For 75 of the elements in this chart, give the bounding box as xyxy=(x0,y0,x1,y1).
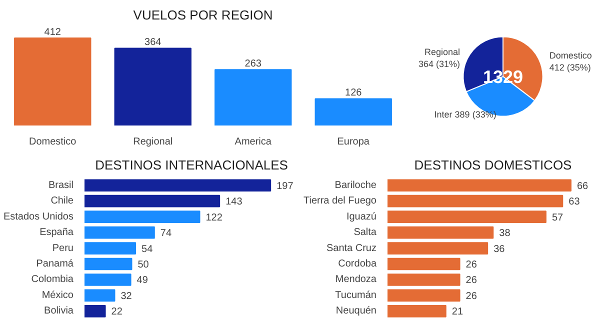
y-tick-label: Cordoba xyxy=(338,258,377,270)
data-label: 126 xyxy=(345,88,362,99)
x-tick-label: Regional xyxy=(133,136,173,148)
chart-title: DESTINOS DOMESTICOS xyxy=(414,158,572,172)
y-tick-label: Bariloche xyxy=(334,180,377,191)
bar xyxy=(388,210,546,223)
data-label: 54 xyxy=(142,244,154,255)
bar xyxy=(14,38,92,126)
bar xyxy=(388,226,494,239)
x-tick-label: America xyxy=(234,136,272,148)
data-label: 412 (35%) xyxy=(549,62,591,73)
y-tick-label: Santa Cruz xyxy=(326,242,377,254)
y-tick-label: Bolivia xyxy=(44,306,74,317)
slice-label: Inter 389 (33%) xyxy=(434,110,496,120)
bar xyxy=(314,98,392,126)
y-tick-label: Peru xyxy=(52,242,74,254)
bar xyxy=(84,242,136,254)
chart-title: VUELOS POR REGION xyxy=(133,8,273,22)
bar xyxy=(388,179,572,192)
y-tick-label: Estados Unidos xyxy=(3,211,74,222)
data-label: 74 xyxy=(160,228,172,240)
bar xyxy=(388,274,460,286)
data-label: 22 xyxy=(111,306,123,318)
y-tick-label: Colombia xyxy=(31,274,74,286)
data-label: 364 xyxy=(144,37,162,48)
data-label: 21 xyxy=(452,306,464,318)
y-tick-label: España xyxy=(40,227,74,238)
bar xyxy=(388,289,460,302)
data-label: 197 xyxy=(276,180,294,192)
y-tick-label: Mendoza xyxy=(335,274,377,286)
slice-label: Regional xyxy=(424,46,460,57)
slice-label: Domestico xyxy=(549,50,592,61)
bar xyxy=(388,242,488,254)
bar xyxy=(214,69,292,126)
bar xyxy=(84,258,132,270)
y-tick-label: Neuquén xyxy=(336,306,377,317)
bar xyxy=(388,194,564,208)
bar xyxy=(84,179,272,192)
bar xyxy=(84,305,106,318)
bar xyxy=(114,48,192,126)
data-label: 36 xyxy=(494,244,506,255)
data-label: 66 xyxy=(576,180,589,192)
y-tick-label: Tucumán xyxy=(335,290,377,301)
data-label: 26 xyxy=(466,290,478,302)
x-tick-label: Europa xyxy=(337,136,370,148)
data-label: 122 xyxy=(206,212,223,224)
y-tick-label: Brasil xyxy=(48,180,74,191)
data-label: 364 (31%) xyxy=(418,58,460,69)
data-label: 263 xyxy=(244,58,262,70)
data-label: 50 xyxy=(138,260,150,271)
y-tick-label: Panamá xyxy=(36,258,74,270)
data-label: 63 xyxy=(568,196,580,208)
data-label: 26 xyxy=(466,260,478,271)
data-label: 32 xyxy=(120,290,132,302)
y-tick-label: Tierra del Fuego xyxy=(304,196,377,207)
data-label: 38 xyxy=(499,228,511,240)
data-label: 143 xyxy=(226,196,243,208)
bar xyxy=(388,258,460,270)
text: 1329 xyxy=(482,67,524,87)
bar xyxy=(84,194,220,208)
y-tick-label: México xyxy=(42,290,74,301)
y-tick-label: Salta xyxy=(354,227,377,238)
bar xyxy=(84,210,200,223)
chart-title: DESTINOS INTERNACIONALES xyxy=(95,158,288,172)
bar xyxy=(84,274,132,286)
x-tick-label: Domestico xyxy=(29,136,77,148)
data-label: 412 xyxy=(44,27,62,38)
data-label: 57 xyxy=(552,212,564,224)
y-tick-label: Iguazú xyxy=(346,211,377,222)
data-label: 26 xyxy=(466,275,478,286)
bar xyxy=(84,226,155,239)
bar xyxy=(84,289,116,302)
bar xyxy=(388,305,446,318)
data-label: 49 xyxy=(136,275,148,286)
y-tick-label: Chile xyxy=(50,196,74,207)
